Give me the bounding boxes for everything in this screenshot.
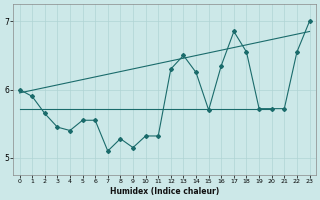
X-axis label: Humidex (Indice chaleur): Humidex (Indice chaleur) xyxy=(110,187,219,196)
